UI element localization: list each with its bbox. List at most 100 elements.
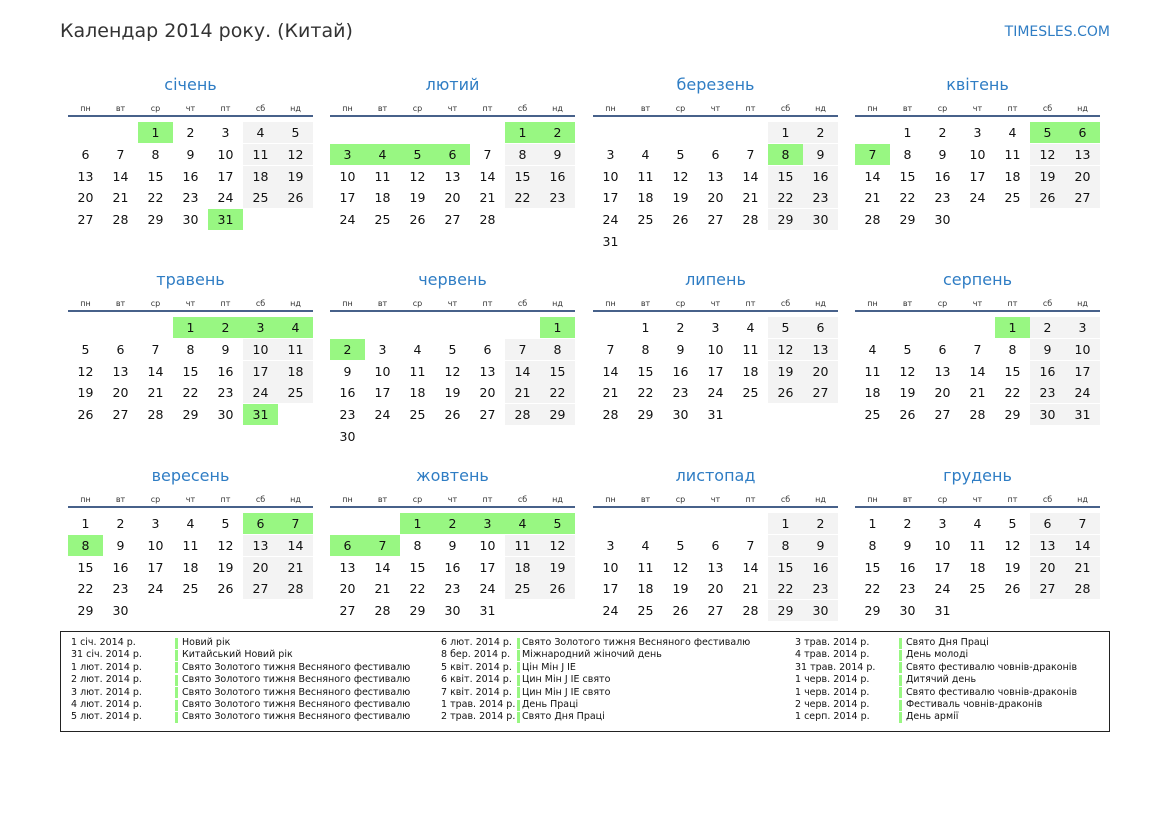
day-cell[interactable]: 11 (1004, 146, 1021, 162)
day-cell[interactable]: 29 (637, 407, 654, 423)
day-cell[interactable]: 23 (339, 407, 356, 423)
holiday-day-cell[interactable]: 5 (400, 143, 435, 165)
day-cell[interactable]: 1 (81, 516, 90, 531)
day-cell[interactable]: 14 (602, 363, 619, 379)
day-cell[interactable]: 7 (606, 341, 615, 357)
day-cell[interactable]: 13 (1030, 534, 1065, 556)
day-cell[interactable]: 22 (540, 382, 575, 404)
day-cell[interactable]: 5 (221, 516, 230, 531)
day-cell[interactable]: 27 (112, 407, 129, 423)
day-cell[interactable]: 4 (243, 122, 278, 143)
day-cell[interactable]: 30 (803, 209, 838, 231)
day-cell[interactable]: 18 (374, 190, 391, 206)
day-cell[interactable]: 7 (151, 341, 160, 357)
day-cell[interactable]: 16 (803, 556, 838, 578)
day-cell[interactable]: 20 (243, 556, 278, 578)
day-cell[interactable]: 22 (768, 578, 803, 600)
day-cell[interactable]: 18 (864, 385, 881, 401)
day-cell[interactable]: 4 (1008, 125, 1017, 140)
day-cell[interactable]: 3 (606, 537, 615, 553)
day-cell[interactable]: 29 (147, 212, 164, 228)
day-cell[interactable]: 21 (742, 581, 759, 597)
day-cell[interactable]: 18 (278, 360, 313, 382)
day-cell[interactable]: 30 (672, 407, 689, 423)
day-cell[interactable]: 28 (742, 603, 759, 619)
holiday-day-cell[interactable]: 1 (995, 317, 1030, 338)
day-cell[interactable]: 13 (707, 168, 724, 184)
day-cell[interactable]: 19 (409, 190, 426, 206)
day-cell[interactable]: 9 (343, 363, 352, 379)
day-cell[interactable]: 14 (278, 534, 313, 556)
day-cell[interactable]: 11 (243, 143, 278, 165)
day-cell[interactable]: 21 (602, 385, 619, 401)
day-cell[interactable]: 1 (903, 125, 912, 140)
day-cell[interactable]: 2 (1030, 317, 1065, 338)
day-cell[interactable]: 11 (864, 363, 881, 379)
day-cell[interactable]: 10 (602, 168, 619, 184)
holiday-day-cell[interactable]: 6 (243, 513, 278, 534)
day-cell[interactable]: 14 (864, 168, 881, 184)
day-cell[interactable]: 7 (746, 537, 755, 553)
day-cell[interactable]: 19 (278, 165, 313, 187)
day-cell[interactable]: 5 (278, 122, 313, 143)
day-cell[interactable]: 3 (151, 516, 160, 531)
day-cell[interactable]: 5 (448, 341, 457, 357)
holiday-day-cell[interactable]: 2 (435, 513, 470, 534)
day-cell[interactable]: 24 (479, 581, 496, 597)
day-cell[interactable]: 9 (116, 537, 125, 553)
day-cell[interactable]: 19 (899, 385, 916, 401)
day-cell[interactable]: 26 (77, 407, 94, 423)
holiday-day-cell[interactable]: 6 (1065, 122, 1100, 143)
day-cell[interactable]: 24 (602, 603, 619, 619)
day-cell[interactable]: 29 (1004, 407, 1021, 423)
day-cell[interactable]: 14 (742, 168, 759, 184)
day-cell[interactable]: 10 (147, 537, 164, 553)
day-cell[interactable]: 22 (637, 385, 654, 401)
day-cell[interactable]: 31 (602, 234, 619, 249)
day-cell[interactable]: 23 (540, 187, 575, 209)
day-cell[interactable]: 9 (676, 341, 685, 357)
day-cell[interactable]: 12 (77, 363, 94, 379)
day-cell[interactable]: 25 (409, 407, 426, 423)
day-cell[interactable]: 16 (672, 363, 689, 379)
day-cell[interactable]: 11 (637, 168, 654, 184)
day-cell[interactable]: 9 (540, 143, 575, 165)
day-cell[interactable]: 30 (444, 603, 461, 619)
day-cell[interactable]: 30 (803, 600, 838, 622)
day-cell[interactable]: 24 (602, 212, 619, 228)
day-cell[interactable]: 18 (742, 363, 759, 379)
day-cell[interactable]: 2 (938, 125, 947, 140)
day-cell[interactable]: 30 (112, 603, 129, 619)
day-cell[interactable]: 12 (899, 363, 916, 379)
day-cell[interactable]: 6 (711, 146, 720, 162)
day-cell[interactable]: 3 (378, 341, 387, 357)
day-cell[interactable]: 16 (1030, 360, 1065, 382)
day-cell[interactable]: 9 (903, 537, 912, 553)
day-cell[interactable]: 26 (768, 382, 803, 404)
day-cell[interactable]: 10 (479, 537, 496, 553)
holiday-day-cell[interactable]: 4 (278, 317, 313, 338)
day-cell[interactable]: 15 (147, 168, 164, 184)
day-cell[interactable]: 8 (186, 341, 195, 357)
holiday-day-cell[interactable]: 6 (330, 534, 365, 556)
day-cell[interactable]: 17 (479, 559, 496, 575)
day-cell[interactable]: 16 (112, 559, 129, 575)
day-cell[interactable]: 20 (707, 581, 724, 597)
day-cell[interactable]: 8 (868, 537, 877, 553)
day-cell[interactable]: 17 (602, 581, 619, 597)
day-cell[interactable]: 24 (374, 407, 391, 423)
day-cell[interactable]: 6 (711, 537, 720, 553)
holiday-day-cell[interactable]: 7 (278, 513, 313, 534)
day-cell[interactable]: 17 (1065, 360, 1100, 382)
day-cell[interactable]: 6 (1030, 513, 1065, 534)
day-cell[interactable]: 25 (969, 581, 986, 597)
day-cell[interactable]: 15 (768, 556, 803, 578)
day-cell[interactable]: 12 (540, 534, 575, 556)
day-cell[interactable]: 7 (973, 341, 982, 357)
holiday-day-cell[interactable]: 8 (68, 534, 103, 556)
day-cell[interactable]: 30 (934, 212, 951, 228)
day-cell[interactable]: 27 (77, 212, 94, 228)
day-cell[interactable]: 8 (641, 341, 650, 357)
day-cell[interactable]: 19 (217, 559, 234, 575)
day-cell[interactable]: 26 (1004, 581, 1021, 597)
